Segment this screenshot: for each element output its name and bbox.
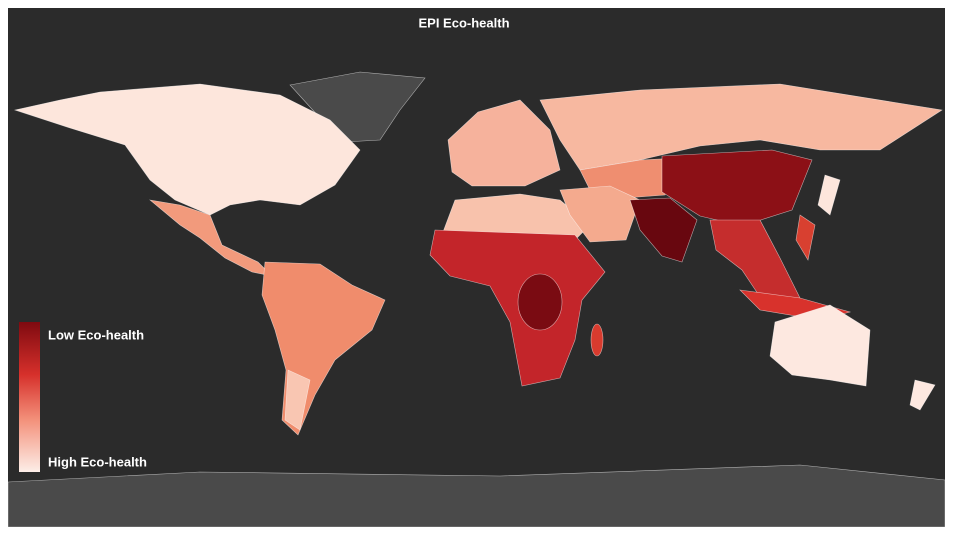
- madagascar: [590, 323, 604, 357]
- north-asia: [539, 83, 943, 171]
- middle-east: [559, 185, 641, 243]
- japan: [817, 174, 841, 216]
- south-asia: [629, 197, 698, 263]
- legend-top-label: Low Eco-health: [48, 327, 144, 342]
- australia: [769, 304, 871, 387]
- central-africa: [517, 273, 563, 331]
- philippines: [795, 214, 816, 261]
- sub-saharan-africa: [429, 229, 606, 387]
- legend-bottom-label: High Eco-health: [48, 454, 147, 469]
- europe: [447, 99, 561, 187]
- map-title: EPI Eco-health: [418, 15, 509, 30]
- southern-cone: [284, 369, 311, 431]
- north-america: [13, 83, 361, 216]
- legend-gradient: [19, 322, 40, 472]
- new-zealand: [909, 379, 936, 411]
- china: [661, 149, 813, 227]
- antarctica: [7, 464, 946, 528]
